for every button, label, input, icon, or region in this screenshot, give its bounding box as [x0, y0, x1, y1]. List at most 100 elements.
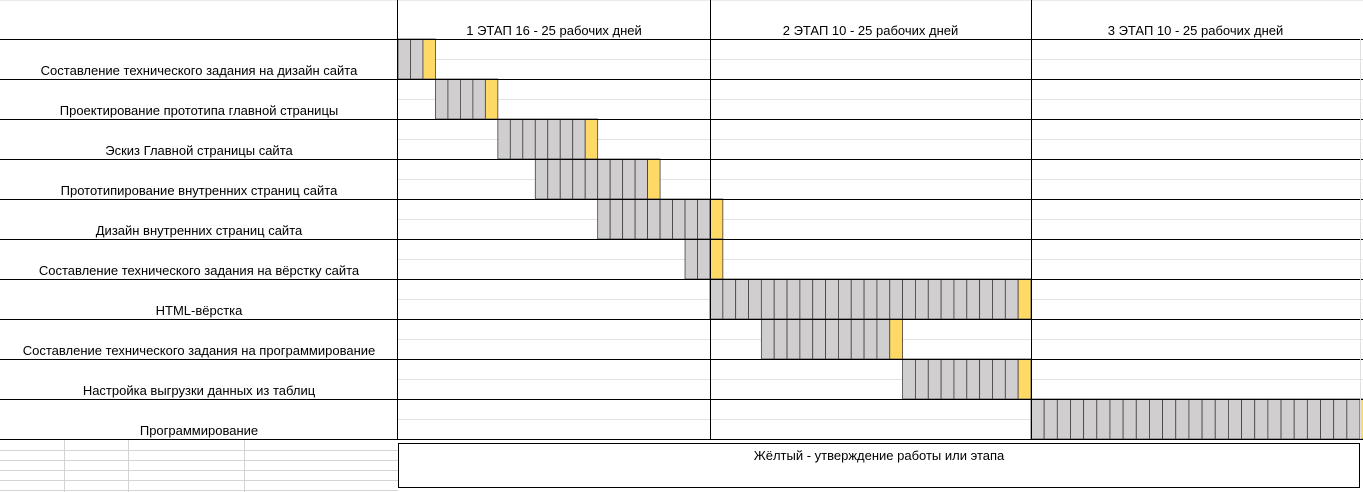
work-day-cell: [838, 278, 852, 320]
work-day-cell: [1280, 398, 1295, 440]
work-day-cell: [1175, 398, 1190, 440]
task-label: Настройка выгрузки данных из таблиц: [83, 383, 316, 398]
work-day-cell: [534, 158, 549, 200]
work-day-cell: [889, 278, 904, 320]
task-label: Составление технического задания на вёрс…: [39, 263, 360, 278]
work-day-cell: [979, 358, 993, 400]
work-day-cell: [697, 198, 711, 240]
task-label: HTML-вёрстка: [156, 303, 244, 318]
approval-day-cell: [709, 198, 724, 240]
work-day-cell: [748, 278, 762, 320]
work-day-cell: [838, 318, 852, 360]
work-day-cell: [825, 278, 839, 320]
legend-box: [398, 443, 1360, 488]
work-day-cell: [850, 278, 865, 320]
approval-day-cell: [1017, 278, 1032, 320]
stage-label: 1 ЭТАП 16 - 25 рабочих дней: [466, 23, 642, 38]
work-day-cell: [735, 278, 749, 320]
work-day-cell: [684, 198, 698, 240]
approval-day-cell: [484, 78, 499, 120]
work-day-cell: [634, 158, 648, 200]
work-day-cell: [410, 38, 424, 80]
task-bar: [902, 358, 1032, 400]
legend-text: Жёлтый - утверждение работы или этапа: [754, 448, 1005, 463]
work-day-cell: [1030, 398, 1045, 440]
task-label: Проектирование прототипа главной страниц…: [60, 103, 338, 118]
work-day-cell: [684, 238, 698, 280]
work-day-cell: [1149, 398, 1163, 440]
work-day-cell: [1162, 398, 1177, 440]
work-day-cell: [786, 318, 801, 360]
work-day-cell: [863, 278, 878, 320]
work-day-cell: [584, 158, 599, 200]
work-day-cell: [659, 198, 673, 240]
task-bar: [397, 38, 436, 80]
work-day-cell: [547, 118, 561, 160]
work-day-cell: [927, 358, 942, 400]
task-label: Составление технического задания на прог…: [23, 343, 376, 358]
work-day-cell: [825, 318, 839, 360]
work-day-cell: [1043, 398, 1058, 440]
work-day-cell: [812, 318, 826, 360]
work-day-cell: [1254, 398, 1269, 440]
work-day-cell: [597, 198, 611, 240]
work-day-cell: [447, 78, 461, 120]
work-day-cell: [760, 278, 775, 320]
work-day-cell: [572, 118, 586, 160]
work-day-cell: [497, 118, 511, 160]
work-day-cell: [786, 278, 801, 320]
work-day-cell: [709, 278, 724, 320]
work-day-cell: [534, 118, 549, 160]
work-day-cell: [622, 198, 636, 240]
task-bar: [497, 118, 599, 160]
work-day-cell: [1004, 278, 1019, 320]
work-day-cell: [634, 198, 648, 240]
approval-day-cell: [889, 318, 904, 360]
task-bar: [435, 78, 499, 120]
work-day-cell: [559, 158, 574, 200]
work-day-cell: [1070, 398, 1085, 440]
work-day-cell: [697, 238, 711, 280]
work-day-cell: [1083, 398, 1098, 440]
work-day-cell: [992, 278, 1006, 320]
work-day-cell: [522, 118, 536, 160]
work-day-cell: [966, 278, 981, 320]
work-day-cell: [1135, 398, 1150, 440]
work-day-cell: [773, 318, 788, 360]
work-day-cell: [1228, 398, 1242, 440]
work-day-cell: [915, 358, 929, 400]
work-day-cell: [647, 198, 661, 240]
work-day-cell: [1004, 358, 1019, 400]
work-day-cell: [773, 278, 788, 320]
work-day-cell: [1056, 398, 1071, 440]
work-day-cell: [397, 38, 411, 80]
work-day-cell: [509, 118, 524, 160]
work-day-cell: [1109, 398, 1124, 440]
task-label: Программирование: [140, 423, 258, 438]
approval-day-cell: [584, 118, 599, 160]
work-day-cell: [559, 118, 574, 160]
work-day-cell: [979, 278, 993, 320]
work-day-cell: [760, 318, 775, 360]
approval-day-cell: [1017, 358, 1032, 400]
work-day-cell: [472, 78, 486, 120]
work-day-cell: [597, 158, 611, 200]
work-day-cell: [1333, 398, 1348, 440]
work-day-cell: [966, 358, 981, 400]
work-day-cell: [622, 158, 636, 200]
work-day-cell: [1267, 398, 1282, 440]
task-bar: [760, 318, 904, 360]
work-day-cell: [1188, 398, 1203, 440]
work-day-cell: [876, 318, 891, 360]
work-day-cell: [863, 318, 878, 360]
task-label: Эскиз Главной страницы сайта: [105, 143, 293, 158]
work-day-cell: [1201, 398, 1216, 440]
work-day-cell: [927, 278, 942, 320]
task-bar: [534, 158, 661, 200]
work-day-cell: [1122, 398, 1137, 440]
work-day-cell: [1096, 398, 1111, 440]
work-day-cell: [876, 278, 891, 320]
task-bar: [1030, 398, 1363, 440]
work-day-cell: [940, 278, 955, 320]
work-day-cell: [992, 358, 1006, 400]
